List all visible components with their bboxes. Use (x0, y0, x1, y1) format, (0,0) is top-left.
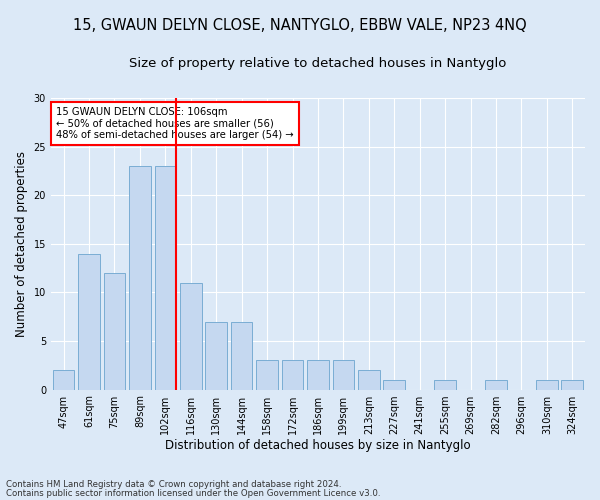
Bar (231, 322, 253, 390)
Bar (78, 254, 100, 390)
Text: Contains public sector information licensed under the Open Government Licence v3: Contains public sector information licen… (6, 489, 380, 498)
Text: 15, GWAUN DELYN CLOSE, NANTYGLO, EBBW VALE, NP23 4NQ: 15, GWAUN DELYN CLOSE, NANTYGLO, EBBW VA… (73, 18, 527, 32)
Bar (358, 370, 380, 390)
Text: 15 GWAUN DELYN CLOSE: 106sqm
← 50% of detached houses are smaller (56)
48% of se: 15 GWAUN DELYN CLOSE: 106sqm ← 50% of de… (56, 107, 294, 140)
X-axis label: Distribution of detached houses by size in Nantyglo: Distribution of detached houses by size … (165, 440, 471, 452)
Text: Contains HM Land Registry data © Crown copyright and database right 2024.: Contains HM Land Registry data © Crown c… (6, 480, 341, 489)
Bar (332, 360, 354, 390)
Bar (180, 282, 202, 390)
Bar (53, 370, 74, 390)
Bar (485, 380, 507, 390)
Title: Size of property relative to detached houses in Nantyglo: Size of property relative to detached ho… (129, 58, 506, 70)
Bar (282, 360, 304, 390)
Bar (434, 380, 456, 390)
Bar (205, 322, 227, 390)
Y-axis label: Number of detached properties: Number of detached properties (15, 151, 28, 337)
Bar (256, 360, 278, 390)
Bar (104, 273, 125, 390)
Bar (562, 380, 583, 390)
Bar (129, 166, 151, 390)
Bar (307, 360, 329, 390)
Bar (155, 166, 176, 390)
Bar (536, 380, 557, 390)
Bar (383, 380, 405, 390)
